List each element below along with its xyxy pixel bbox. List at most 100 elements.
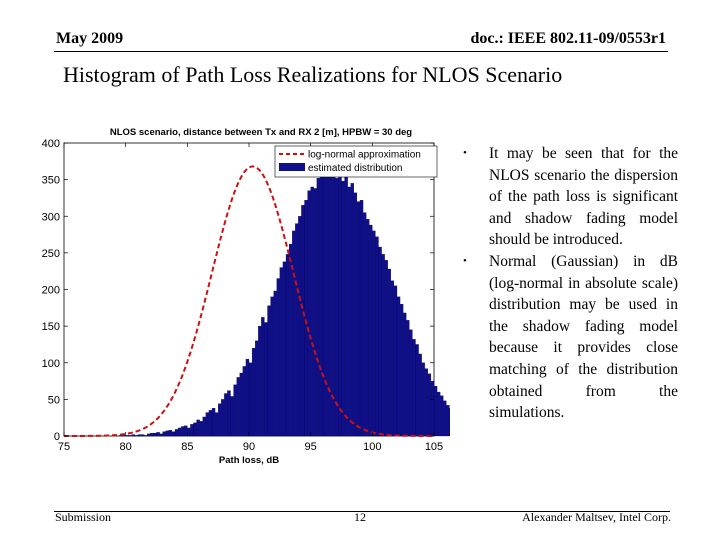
histogram-bar xyxy=(131,434,136,437)
histogram-bar xyxy=(381,254,385,437)
y-tick-label: 150 xyxy=(42,321,60,333)
histogram-bar xyxy=(418,353,422,437)
legend-swatch-bars xyxy=(279,163,305,171)
histogram-bar xyxy=(384,260,388,437)
footer-page-number: 12 xyxy=(354,510,366,524)
histogram-bar xyxy=(258,326,262,437)
histogram-bar xyxy=(375,236,379,437)
histogram-chart: NLOS scenario, distance between Tx and R… xyxy=(42,127,450,466)
histogram-bar xyxy=(230,396,234,437)
histogram-bar xyxy=(239,372,243,437)
y-axis-ticks: 0 50 100 150 200 250 300 350 400 xyxy=(42,138,434,443)
histogram-bar xyxy=(341,180,345,437)
x-tick-label: 80 xyxy=(120,441,132,453)
histogram-bar xyxy=(205,412,210,437)
histogram-bar xyxy=(295,223,299,437)
footer-author: Alexander Maltsev, Intel Corp. xyxy=(522,510,671,524)
y-tick-label: 0 xyxy=(54,431,60,443)
bullet-list: • It may be seen that for the NLOS scenar… xyxy=(458,143,678,424)
histogram-bar xyxy=(187,427,191,437)
histogram-bar xyxy=(372,230,376,437)
histogram-bar xyxy=(196,419,200,437)
bullet-text: Normal (Gaussian) in dB (log-normal in a… xyxy=(489,252,678,422)
histogram-bar xyxy=(144,435,148,437)
histogram-bar xyxy=(221,399,225,437)
legend-entry-curve: log-normal approximation xyxy=(308,150,421,161)
histogram-bar xyxy=(335,178,339,437)
histogram-bar xyxy=(409,329,413,437)
histogram-bar xyxy=(406,320,410,437)
histogram-bar xyxy=(424,368,428,437)
x-tick-label: 100 xyxy=(363,441,381,453)
histogram-bar xyxy=(366,219,370,437)
histogram-bar xyxy=(421,362,425,437)
histogram-bar xyxy=(190,424,194,437)
histogram-bar xyxy=(137,434,142,437)
histogram-bar xyxy=(125,435,129,437)
histogram-bar xyxy=(446,405,450,437)
histogram-bar xyxy=(430,380,435,437)
histogram-bar xyxy=(433,386,438,437)
y-tick-label: 400 xyxy=(42,138,60,150)
histogram-bar xyxy=(255,340,259,437)
histogram-bar xyxy=(171,431,176,437)
histogram-bar xyxy=(316,178,321,437)
histogram-bar xyxy=(378,246,382,437)
y-tick-label: 200 xyxy=(42,285,60,297)
histogram-bar xyxy=(403,312,407,437)
y-tick-label: 100 xyxy=(42,358,60,370)
histogram-bar xyxy=(236,377,240,437)
y-tick-label: 250 xyxy=(42,248,60,260)
histogram-bar xyxy=(270,296,274,437)
x-tick-label: 90 xyxy=(243,441,255,453)
histogram-bar xyxy=(162,431,166,437)
bullet-item: • It may be seen that for the NLOS scenar… xyxy=(458,143,678,251)
histogram-bar xyxy=(208,410,213,437)
histogram-bar xyxy=(436,391,441,437)
y-tick-label: 350 xyxy=(42,175,60,187)
chart-title: NLOS scenario, distance between Tx and R… xyxy=(110,127,412,138)
x-axis-ticks: 75 80 85 90 95 100 105 xyxy=(58,143,443,453)
histogram-bar xyxy=(181,426,185,437)
histogram-bar xyxy=(347,186,351,437)
histogram-bar xyxy=(211,408,216,437)
histogram-bar xyxy=(304,200,308,437)
histogram-bar xyxy=(242,366,247,437)
histogram-bar xyxy=(443,400,447,437)
histogram-bar xyxy=(359,200,364,437)
histogram-bar xyxy=(322,175,327,437)
footer-submission: Submission xyxy=(55,510,112,524)
histogram-bar xyxy=(153,432,157,437)
histogram-bar xyxy=(140,434,145,437)
histogram-bar xyxy=(267,305,271,437)
histogram-bar xyxy=(273,290,277,437)
histogram-bar xyxy=(248,362,253,437)
histogram-bar xyxy=(233,384,237,437)
histogram-bar xyxy=(150,432,154,437)
header-date: May 2009 xyxy=(56,30,124,47)
histogram-bar xyxy=(128,435,132,437)
histogram-bar xyxy=(393,285,398,437)
histogram-bar xyxy=(214,412,219,437)
histogram-bar xyxy=(362,212,367,437)
histogram-bar xyxy=(285,254,290,437)
histogram-bar xyxy=(227,390,231,437)
histogram-bar xyxy=(399,304,404,437)
histogram-bar xyxy=(218,403,222,437)
header-doc-id: doc.: IEEE 802.11-09/0553r1 xyxy=(470,30,666,47)
histogram-bar xyxy=(356,201,361,437)
histogram-bar xyxy=(412,339,416,437)
histogram-bar xyxy=(292,230,296,437)
histogram-bar xyxy=(165,430,169,437)
histogram-bar xyxy=(264,322,268,437)
histogram-bar xyxy=(313,188,317,437)
x-tick-label: 105 xyxy=(425,441,443,453)
bullet-item: • Normal (Gaussian) in dB (log-normal in … xyxy=(458,251,678,424)
histogram-bar xyxy=(440,395,444,437)
histogram-bar xyxy=(427,373,432,437)
x-axis-label: Path loss, dB xyxy=(219,455,279,466)
histogram-bar xyxy=(193,422,197,437)
histogram-bar xyxy=(261,317,265,437)
footer-rule xyxy=(54,511,670,512)
header-rule xyxy=(54,51,668,52)
